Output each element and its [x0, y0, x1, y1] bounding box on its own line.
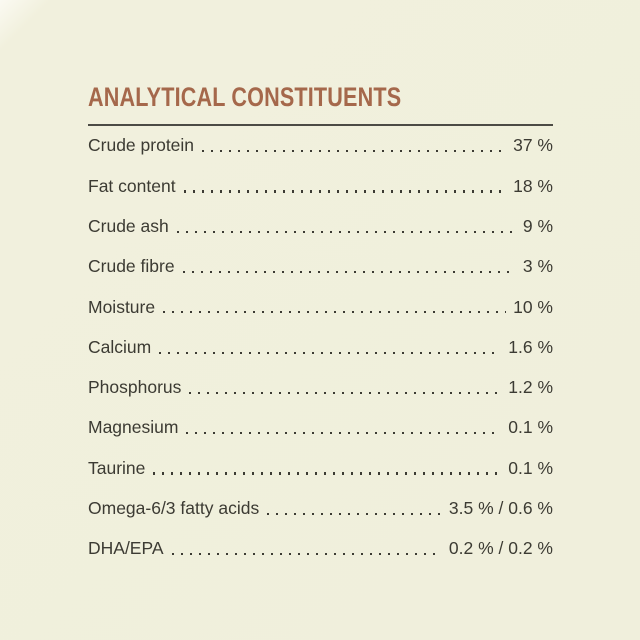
table-row: Magnesium 0.1 % [88, 408, 553, 448]
constituents-list: Crude protein 37 % Fat content 18 % Crud… [88, 126, 553, 569]
row-label: Omega-6/3 fatty acids [88, 498, 260, 519]
dot-leader [202, 150, 507, 153]
row-label: Fat content [88, 175, 176, 196]
dot-leader [159, 351, 502, 354]
row-value: 0.1 % [508, 417, 553, 438]
table-row: Phosphorus 1.2 % [88, 368, 553, 408]
row-label: Crude fibre [88, 256, 175, 277]
row-label: Calcium [88, 336, 152, 357]
row-label: Moisture [88, 296, 156, 317]
row-value: 37 % [513, 135, 553, 156]
table-row: DHA/EPA 0.2 % / 0.2 % [88, 529, 553, 569]
table-row: Moisture 10 % [88, 287, 553, 327]
divider-rule [88, 124, 553, 126]
row-label: Magnesium [88, 417, 179, 438]
row-value: 0.1 % [508, 457, 553, 478]
dot-leader [171, 553, 442, 556]
dot-leader [183, 190, 507, 193]
table-row: Crude ash 9 % [88, 207, 553, 247]
row-value: 3.5 % / 0.6 % [448, 498, 553, 519]
dot-leader [267, 512, 442, 515]
dot-leader [186, 432, 502, 435]
row-value: 1.2 % [508, 377, 553, 398]
row-value: 0.2 % / 0.2 % [448, 538, 553, 559]
row-value: 10 % [513, 296, 553, 317]
dot-leader [153, 472, 502, 475]
table-row: Omega-6/3 fatty acids 3.5 % / 0.6 % [88, 489, 553, 529]
row-value: 18 % [513, 175, 553, 196]
table-row: Taurine 0.1 % [88, 448, 553, 488]
table-row: Fat content 18 % [88, 166, 553, 206]
row-value: 9 % [522, 215, 553, 236]
analytical-constituents-section: ANALYTICAL CONSTITUENTS Crude protein 37… [88, 84, 553, 569]
row-label: DHA/EPA [88, 538, 164, 559]
row-label: Crude protein [88, 135, 195, 156]
dot-leader [189, 391, 502, 395]
row-label: Crude ash [88, 215, 169, 236]
dot-leader [163, 311, 507, 314]
dot-leader [182, 270, 516, 274]
section-title: ANALYTICAL CONSTITUENTS [88, 82, 402, 112]
table-row: Crude fibre 3 % [88, 247, 553, 287]
row-value: 3 % [522, 256, 553, 277]
dot-leader [176, 230, 516, 233]
table-row: Calcium 1.6 % [88, 327, 553, 367]
table-row: Crude protein 37 % [88, 126, 553, 166]
row-label: Taurine [88, 457, 146, 478]
row-value: 1.6 % [508, 336, 553, 357]
row-label: Phosphorus [88, 377, 182, 398]
